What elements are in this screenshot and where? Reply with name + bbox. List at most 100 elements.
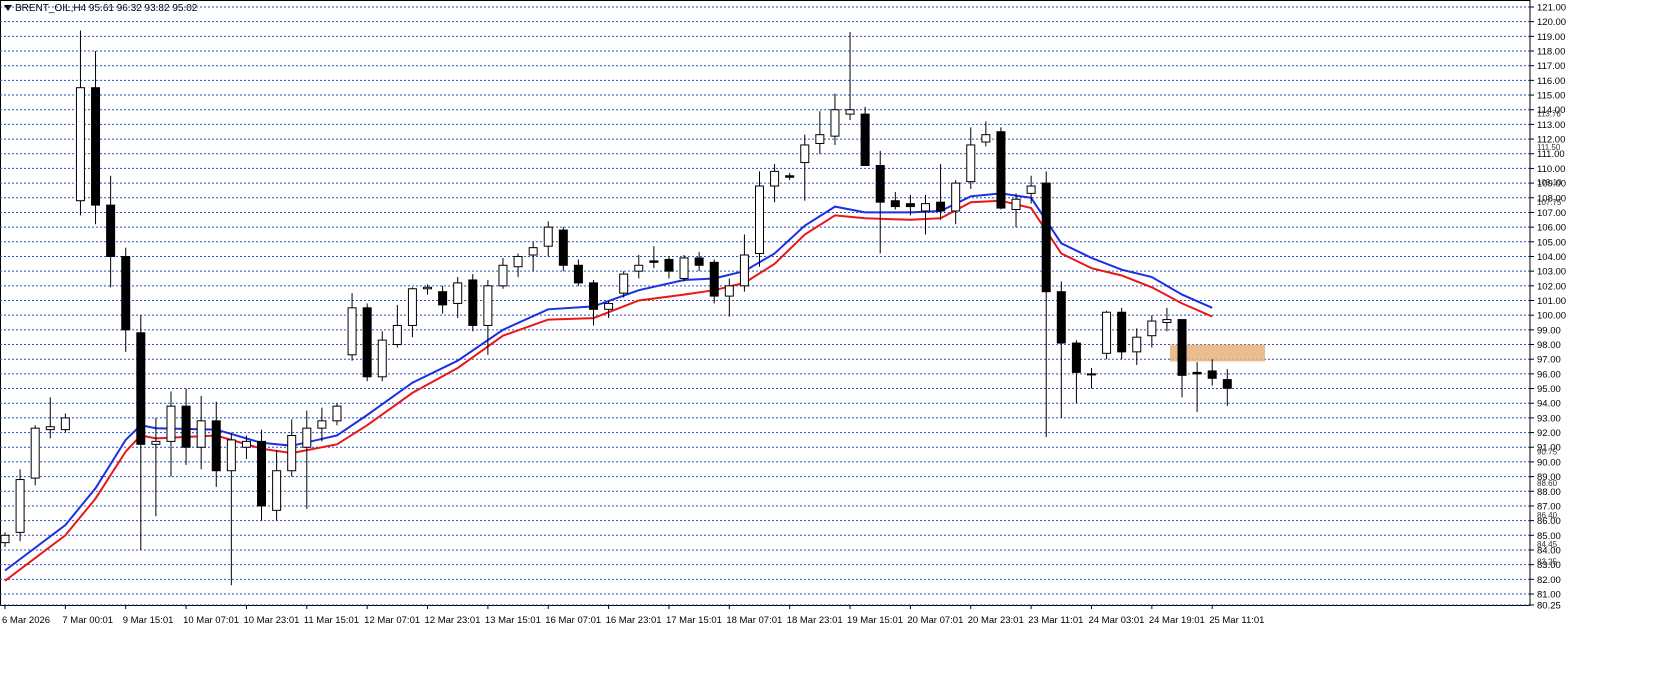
candle-body[interactable]: [166, 405, 176, 442]
candle-body[interactable]: [830, 109, 840, 137]
candle-body[interactable]: [377, 339, 387, 378]
candle-body[interactable]: [407, 288, 417, 326]
candle-body[interactable]: [1041, 182, 1051, 293]
candle-body[interactable]: [317, 420, 327, 429]
candle-body[interactable]: [287, 435, 297, 472]
candle-body[interactable]: [966, 144, 976, 183]
y-label-bg: [1534, 441, 1592, 453]
candle-body[interactable]: [1192, 371, 1202, 375]
candle-body[interactable]: [800, 144, 810, 164]
y-label-bg: [1534, 383, 1592, 395]
candle-body[interactable]: [1222, 379, 1232, 389]
candle-body[interactable]: [332, 405, 342, 422]
candle-body[interactable]: [91, 87, 101, 206]
candle-body[interactable]: [1147, 320, 1157, 337]
candle-body[interactable]: [1026, 185, 1036, 194]
x-tick-label: 18 Mar 23:01: [787, 615, 843, 626]
candle-body[interactable]: [453, 282, 463, 304]
y-tick-label: 110.00: [1537, 164, 1565, 175]
candle-body[interactable]: [392, 324, 402, 346]
candle-body[interactable]: [513, 255, 523, 268]
y-label-bg: [1534, 368, 1592, 380]
candle-body[interactable]: [241, 440, 251, 448]
candle-body[interactable]: [106, 204, 116, 257]
candle-body[interactable]: [573, 264, 583, 284]
candle-body[interactable]: [1086, 373, 1096, 376]
candle-body[interactable]: [996, 131, 1006, 209]
candle-body[interactable]: [423, 286, 433, 290]
candle-body[interactable]: [860, 113, 870, 166]
candle-body[interactable]: [528, 247, 538, 256]
candle-body[interactable]: [1132, 336, 1142, 353]
dropdown-triangle-icon[interactable]: [4, 5, 12, 12]
candle-body[interactable]: [558, 229, 568, 266]
candle-body[interactable]: [920, 203, 930, 212]
y-tick-label: 88.00: [1537, 487, 1561, 498]
candle-body[interactable]: [1102, 311, 1112, 354]
candle-body[interactable]: [1071, 342, 1081, 373]
candle-body[interactable]: [30, 427, 40, 479]
candle-body[interactable]: [1011, 198, 1021, 211]
candle-body[interactable]: [890, 200, 900, 208]
candle-body[interactable]: [0, 534, 10, 544]
candle-body[interactable]: [438, 291, 448, 306]
candle-body[interactable]: [211, 420, 221, 472]
candle-body[interactable]: [905, 203, 915, 208]
ohlc-readout: 95.61 96.32 93.82 95.02: [88, 3, 198, 14]
candle-body[interactable]: [60, 417, 70, 431]
candle-body[interactable]: [15, 479, 25, 533]
x-tick-label: 16 Mar 07:01: [545, 615, 601, 626]
candle-body[interactable]: [589, 282, 599, 310]
y-tick-label: 96.00: [1537, 369, 1561, 380]
candle-body[interactable]: [770, 170, 780, 187]
candle-body[interactable]: [981, 134, 991, 143]
candle-body[interactable]: [815, 134, 825, 144]
y-label-bg: [1534, 30, 1592, 42]
y-label-bg: [1534, 324, 1592, 336]
y-tick-label: 87.00: [1537, 501, 1561, 512]
candle-body[interactable]: [272, 470, 282, 511]
candle-body[interactable]: [694, 257, 704, 266]
candle-body[interactable]: [196, 420, 206, 448]
candle-body[interactable]: [604, 302, 614, 310]
candle-body[interactable]: [845, 109, 855, 115]
candle-body[interactable]: [679, 257, 689, 279]
candle-body[interactable]: [634, 264, 644, 272]
candle-body[interactable]: [136, 332, 146, 445]
candle-body[interactable]: [483, 285, 493, 326]
candle-body[interactable]: [45, 426, 55, 431]
candle-body[interactable]: [1117, 311, 1127, 353]
candle-body[interactable]: [75, 87, 85, 202]
candle-body[interactable]: [347, 307, 357, 356]
candle-body[interactable]: [785, 175, 795, 178]
candle-body[interactable]: [709, 261, 719, 297]
candle-body[interactable]: [468, 279, 478, 326]
candle-body[interactable]: [362, 307, 372, 378]
candle-body[interactable]: [724, 285, 734, 297]
candle-body[interactable]: [951, 182, 961, 212]
candle-body[interactable]: [1177, 319, 1187, 376]
candle-body[interactable]: [498, 264, 508, 287]
candle-body[interactable]: [181, 405, 191, 448]
x-tick-label: 12 Mar 23:01: [425, 615, 481, 626]
candle-body[interactable]: [739, 254, 749, 287]
candle-body[interactable]: [664, 258, 674, 272]
candle-body[interactable]: [1207, 370, 1217, 379]
candle-body[interactable]: [619, 273, 629, 294]
candle-body[interactable]: [257, 440, 267, 507]
candle-body[interactable]: [226, 439, 236, 472]
candle-body[interactable]: [936, 201, 946, 212]
candle-body[interactable]: [121, 255, 131, 331]
candle-body[interactable]: [755, 185, 764, 255]
candle-body[interactable]: [151, 440, 161, 445]
y-label-bg: [1534, 221, 1592, 233]
candle-body[interactable]: [1056, 291, 1066, 344]
candle-body[interactable]: [1162, 319, 1172, 324]
y-tick-label: 80.25: [1537, 601, 1561, 612]
candle-body[interactable]: [649, 260, 659, 263]
x-tick-label: 6 Mar 2026: [2, 615, 50, 626]
candle-body[interactable]: [875, 164, 885, 203]
candle-body[interactable]: [543, 226, 553, 247]
candle-body[interactable]: [302, 427, 312, 448]
